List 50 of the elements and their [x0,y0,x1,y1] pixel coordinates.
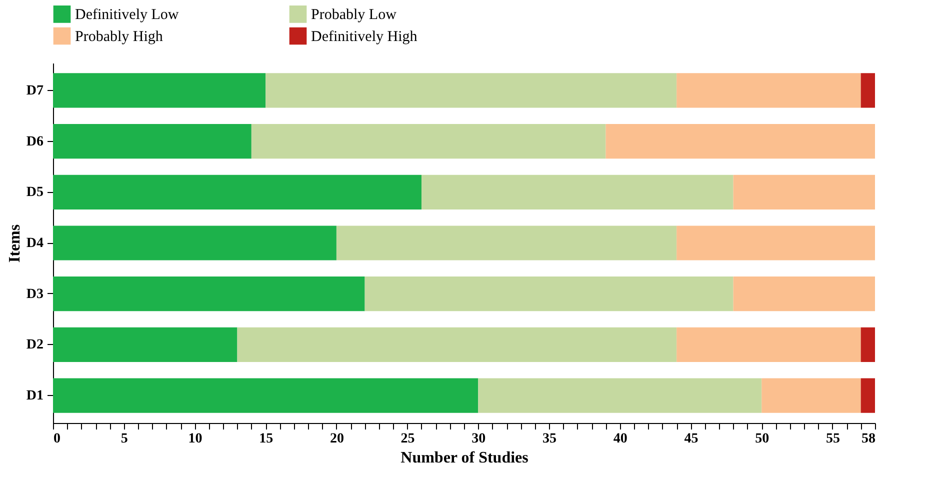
legend-label: Definitively Low [75,7,179,24]
bar [53,124,252,159]
x-tick-label: 10 [188,432,202,446]
bar [53,226,336,260]
x-tick-label: 40 [613,432,628,446]
bar [606,124,875,159]
x-axis-title: Number of Studies [400,450,528,466]
x-tick-label: 20 [330,432,344,446]
x-tick-label: 30 [472,432,486,446]
bar [266,73,677,108]
bar [53,327,238,362]
bar [336,226,677,260]
y-tick-label: D3 [26,286,44,302]
bar [364,276,734,312]
bar [733,276,875,312]
legend-label: Probably Low [311,7,397,24]
y-tick-label: D7 [26,83,44,98]
bar [53,174,422,210]
x-tick-label: 58 [862,432,876,446]
x-tick-label: 15 [259,432,274,446]
x-tick-label: 45 [684,432,698,446]
y-axis-title: Items [6,224,24,263]
bar [860,327,875,362]
bar [421,174,734,210]
bar [676,327,861,362]
x-tick-label: 50 [755,432,770,446]
y-tick-label: D2 [26,338,44,353]
bar [53,276,365,312]
y-tick-label: D5 [26,185,44,200]
bar [860,73,875,108]
x-tick-label: 25 [400,432,415,446]
x-tick-label: 5 [120,432,128,446]
bar [478,378,762,413]
bar [762,378,861,413]
bar [237,327,677,362]
legend-label: Probably High [75,29,164,45]
y-tick-label: D4 [26,236,44,251]
y-tick-label: D1 [26,388,44,404]
bar [860,378,875,413]
bar [53,378,478,413]
bar [676,73,861,108]
bar [733,174,875,210]
x-tick-label: 55 [826,432,840,446]
x-tick-label: 0 [54,432,60,446]
legend-label: Definitively High [311,29,418,45]
bar [251,124,606,159]
x-tick-label: 35 [542,432,557,446]
bar [676,226,875,260]
bar [53,73,266,108]
y-tick-label: D6 [26,134,44,150]
